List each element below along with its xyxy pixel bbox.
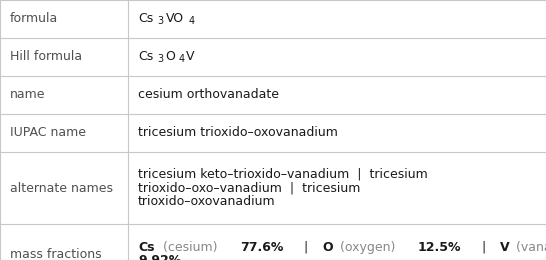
Text: 3: 3 <box>158 16 164 26</box>
Text: 77.6%: 77.6% <box>240 240 283 253</box>
Text: formula: formula <box>10 12 58 25</box>
Text: O: O <box>165 50 175 63</box>
Text: Cs: Cs <box>138 50 153 63</box>
Text: name: name <box>10 88 45 101</box>
Text: 4: 4 <box>179 54 185 64</box>
Text: Cs: Cs <box>138 12 153 25</box>
Text: V: V <box>186 50 195 63</box>
Text: O: O <box>322 240 333 253</box>
Text: IUPAC name: IUPAC name <box>10 127 86 140</box>
Text: trioxido–oxovanadium: trioxido–oxovanadium <box>138 196 276 209</box>
Text: |: | <box>473 240 494 253</box>
Text: cesium orthovanadate: cesium orthovanadate <box>138 88 279 101</box>
Text: alternate names: alternate names <box>10 181 113 194</box>
Text: 12.5%: 12.5% <box>418 240 461 253</box>
Text: tricesium trioxido–oxovanadium: tricesium trioxido–oxovanadium <box>138 127 338 140</box>
Text: VO: VO <box>165 12 183 25</box>
Text: 9.92%: 9.92% <box>138 255 181 260</box>
Text: |: | <box>296 240 316 253</box>
Text: V: V <box>500 240 509 253</box>
Text: Hill formula: Hill formula <box>10 50 82 63</box>
Text: trioxido–oxo–vanadium  |  tricesium: trioxido–oxo–vanadium | tricesium <box>138 181 360 194</box>
Text: 3: 3 <box>158 54 164 64</box>
Text: mass fractions: mass fractions <box>10 248 102 260</box>
Text: 4: 4 <box>189 16 195 26</box>
Text: Cs: Cs <box>138 240 155 253</box>
Text: (oxygen): (oxygen) <box>336 240 399 253</box>
Text: (cesium): (cesium) <box>159 240 222 253</box>
Text: (vanadium): (vanadium) <box>512 240 546 253</box>
Text: tricesium keto–trioxido–vanadium  |  tricesium: tricesium keto–trioxido–vanadium | trice… <box>138 167 428 180</box>
